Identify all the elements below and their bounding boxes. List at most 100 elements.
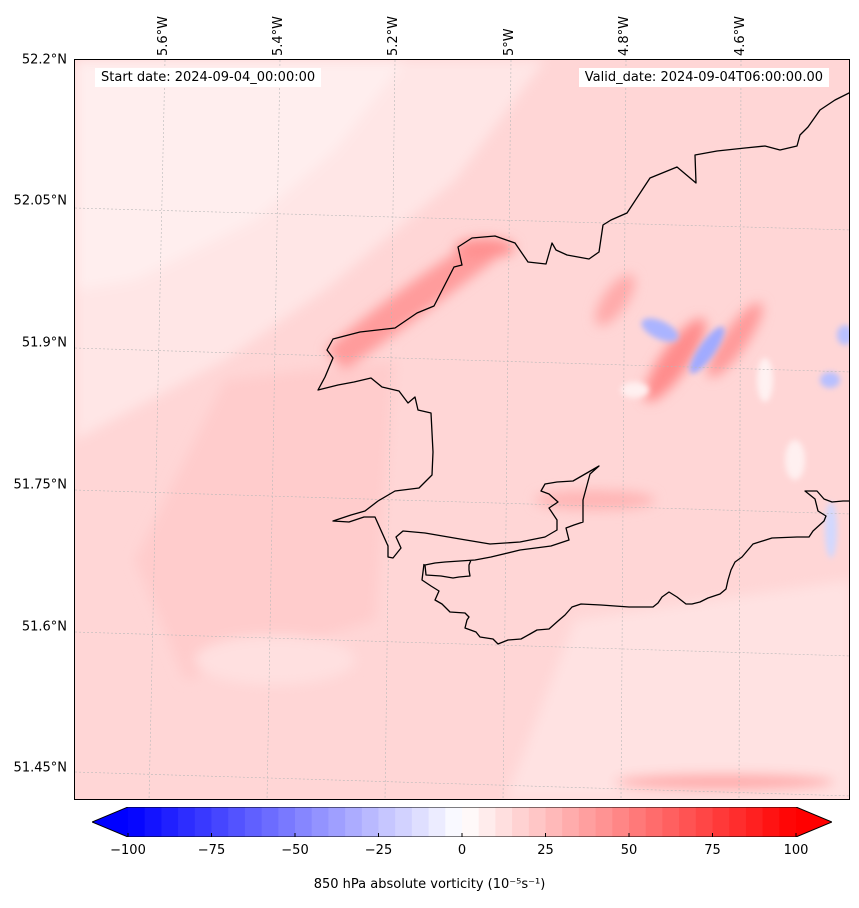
colorbar-segment [211, 807, 229, 837]
colorbar-segment [662, 807, 680, 837]
colorbar-segment [261, 807, 279, 837]
colorbar-segment [378, 807, 396, 837]
colorbar-segment [178, 807, 196, 837]
coastline-south [421, 490, 849, 645]
colorbar-segment [528, 807, 547, 837]
gridline-lat-51.6 [75, 631, 849, 657]
colorbar-tick-label: 50 [620, 843, 638, 858]
vorticity-map [75, 60, 849, 799]
map-panel: Start date: 2024-09-04_00:00:00 Valid_da… [74, 59, 850, 800]
gridline-lat-51.75 [75, 489, 849, 515]
field-band-east-2 [707, 302, 763, 378]
colorbar-segment [595, 807, 613, 837]
colorbar-segment [428, 807, 446, 837]
colorbar-segment [712, 807, 730, 837]
negative-vorticity-cells [621, 318, 849, 558]
colorbar-ticks: −100 −75 −50 −25 0 25 50 75 100 [0, 843, 859, 863]
colorbar-segment [562, 807, 580, 837]
lon-label-4.6: 4.6°W [733, 15, 748, 56]
vorticity-field [75, 60, 849, 799]
field-medium-band [135, 360, 395, 680]
colorbar-tick-label: −25 [364, 843, 393, 858]
colorbar-tick-label: −100 [110, 843, 146, 858]
colorbar-segment [578, 807, 597, 837]
gridline-lat-52.05 [75, 207, 849, 231]
colorbar-segment [311, 807, 329, 837]
gridline-lon-5.0 [502, 60, 512, 799]
start-date-label: Start date: 2024-09-04_00:00:00 [95, 68, 322, 87]
lon-label-5.4: 5.4°W [271, 15, 286, 56]
colorbar-segment [729, 807, 747, 837]
colorbar-tick-label: −75 [197, 843, 226, 858]
colorbar-segment [345, 807, 363, 837]
lat-label-51.75: 51.75°N [13, 477, 67, 493]
colorbar-tick-label: 75 [704, 843, 721, 858]
field-lightest-north [75, 60, 405, 290]
colorbar-segment [244, 807, 263, 837]
colorbar-segment [445, 807, 463, 837]
field-light-southeast [505, 580, 849, 799]
coastline-north-west [317, 92, 849, 579]
gridline-lon-5.4 [266, 60, 281, 799]
field-negative-cell-3 [820, 372, 840, 388]
colorbar-svg [90, 806, 834, 838]
graticule [75, 60, 849, 799]
colorbar-segment [361, 807, 380, 837]
colorbar-tick-label: 100 [783, 843, 809, 858]
colorbar-label: 850 hPa absolute vorticity (10⁻⁵s⁻¹) [313, 877, 546, 892]
colorbar-segment [295, 807, 313, 837]
gridline-lon-4.8 [620, 60, 627, 799]
field-band-east-3 [595, 274, 635, 326]
lon-label-5.6: 5.6°W [156, 15, 171, 56]
lat-label-52.2: 52.2°N [21, 52, 67, 68]
gridline-lon-4.6 [738, 60, 742, 799]
field-negative-cell-4 [837, 325, 849, 345]
colorbar-segment [645, 807, 663, 837]
colorbar-extend-min [92, 807, 128, 837]
colorbar-segment [462, 807, 480, 837]
colorbar-segment [679, 807, 697, 837]
colorbar-segment [612, 807, 630, 837]
field-band-south [615, 774, 835, 790]
field-peak-north [455, 238, 515, 258]
lon-label-4.8: 4.8°W [617, 15, 632, 56]
lat-label-51.45: 51.45°N [13, 760, 67, 776]
colorbar-segment [194, 807, 213, 837]
lat-label-51.9: 51.9°N [21, 335, 67, 351]
colorbar-tick-label: 0 [457, 843, 467, 858]
colorbar-segment [779, 807, 797, 837]
colorbar-segment [128, 807, 146, 837]
colorbar-segment [328, 807, 346, 837]
coastline [317, 92, 849, 645]
lat-label-52.05: 52.05°N [13, 193, 67, 209]
field-negative-cell-1 [641, 318, 679, 342]
colorbar-segment [144, 807, 162, 837]
field-coast-ridge [325, 240, 495, 370]
colorbar-segment [545, 807, 563, 837]
field-negative-cell-2 [689, 326, 725, 374]
colorbar-tick-label: 25 [537, 843, 554, 858]
colorbar [90, 806, 834, 838]
colorbar-segment [495, 807, 513, 837]
colorbar-segment [512, 807, 530, 837]
gridline-lat-51.45 [75, 771, 849, 797]
field-band-south-central [195, 635, 355, 685]
field-negative-cell-5 [825, 502, 837, 558]
colorbar-segment [228, 807, 246, 837]
field-neutral-cell-1 [757, 358, 773, 402]
colorbar-segment [478, 807, 496, 837]
lat-label-51.6: 51.6°N [21, 619, 67, 635]
colorbar-segment [278, 807, 296, 837]
field-neutral-cell-2 [785, 440, 805, 480]
colorbar-segment [762, 807, 780, 837]
colorbar-segment [411, 807, 430, 837]
colorbar-tick-label: −50 [281, 843, 309, 858]
colorbar-segment [745, 807, 764, 837]
colorbar-segment [395, 807, 413, 837]
colorbar-segment [629, 807, 647, 837]
valid-date-label: Valid_date: 2024-09-04T06:00:00.00 [578, 68, 829, 87]
colorbar-extend-max [796, 807, 832, 837]
colorbar-segment [695, 807, 714, 837]
colorbar-segment [161, 807, 179, 837]
lon-label-5.2: 5.2°W [386, 15, 401, 56]
